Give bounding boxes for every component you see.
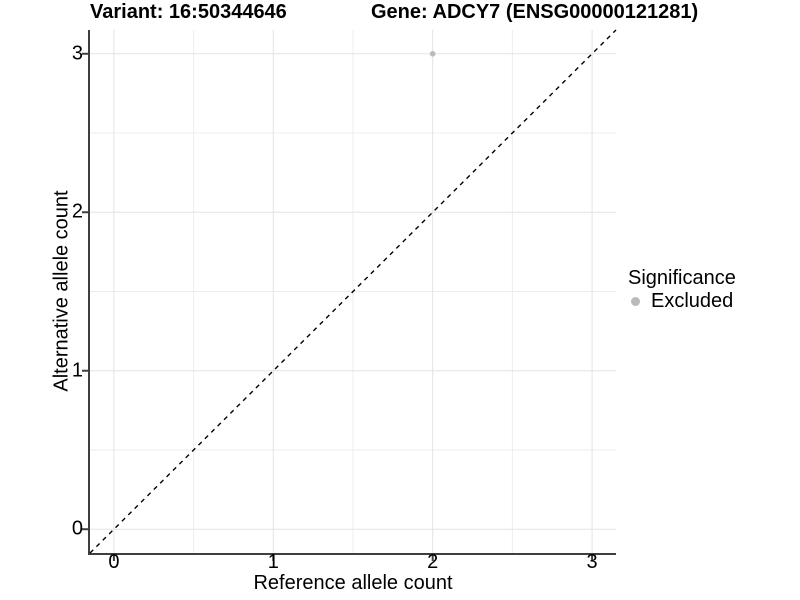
legend: Significance Excluded — [628, 267, 736, 313]
data-point — [429, 50, 436, 57]
plot-title-variant: Variant: 16:50344646 — [90, 1, 287, 23]
x-tick-label: 3 — [586, 551, 598, 573]
x-tick-label: 1 — [267, 551, 279, 573]
x-tick-label: 2 — [427, 551, 439, 573]
x-tick-label: 0 — [108, 551, 120, 573]
y-tick-label: 2 — [71, 200, 83, 223]
y-tick-label: 0 — [71, 517, 83, 540]
y-tick-label: 3 — [71, 42, 83, 65]
legend-item-excluded: Excluded — [631, 290, 736, 313]
identity-dashed-line — [89, 29, 617, 554]
legend-point-icon — [631, 297, 640, 306]
x-axis-title: Reference allele count — [253, 572, 453, 594]
plot-title-gene: Gene: ADCY7 (ENSG00000121281) — [371, 1, 699, 23]
y-tick-label: 1 — [71, 359, 83, 382]
legend-title: Significance — [628, 267, 736, 289]
legend-item-label: Excluded — [651, 290, 734, 312]
